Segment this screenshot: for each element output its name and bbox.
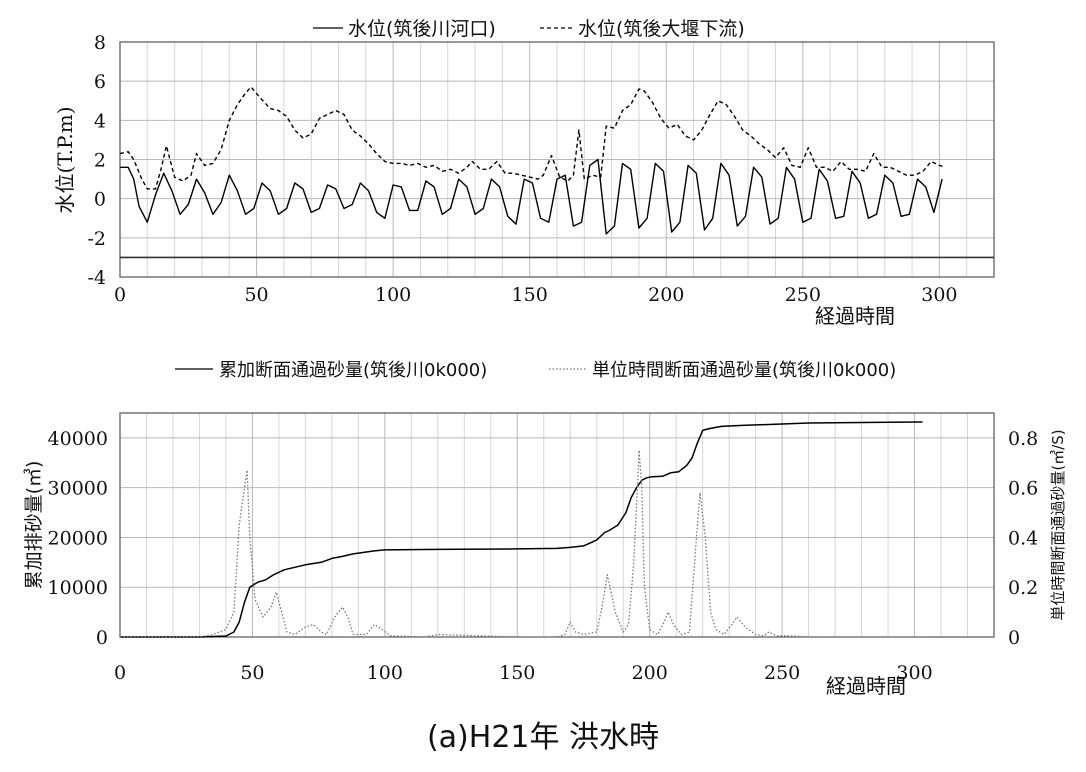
bottom-y2-tick-labels: 0 0.2 0.4 0.6 0.8	[1008, 428, 1038, 649]
top-y-tick-label: 0	[94, 189, 106, 211]
bottom-y-tick-labels: 0 10000 20000 30000 40000	[48, 428, 108, 649]
bottom-x-tick-label: 50	[240, 662, 264, 684]
bottom-x-tick-label: 150	[499, 662, 535, 684]
bottom-x-tick-label: 0	[114, 662, 126, 684]
bottom-plot-frame	[119, 412, 995, 638]
bottom-y2-tick-label: 0.8	[1008, 428, 1038, 450]
bottom-y-tick-label: 30000	[48, 478, 108, 500]
top-y-tick-label: 2	[94, 150, 106, 172]
top-plot-frame	[119, 41, 995, 278]
top-x-tick-label: 0	[114, 284, 126, 306]
bottom-x-tick-label: 100	[367, 662, 403, 684]
top-y-tick-label: 4	[94, 110, 106, 132]
bottom-series-line-0	[120, 421, 923, 638]
top-x-tick-label: 150	[512, 284, 548, 306]
bottom-legend: 累加断面通過砂量(筑後川0k000) 単位時間断面通過砂量(筑後川0k000)	[175, 360, 896, 381]
bottom-x-axis-label: 経過時間	[826, 674, 906, 698]
bottom-x-tick-labels: 0 50 100 150 200 250 300	[114, 662, 933, 684]
top-x-tick-label: 100	[375, 284, 411, 306]
top-series-group	[119, 86, 946, 235]
bottom-chart: 累加断面通過砂量(筑後川0k000) 単位時間断面通過砂量(筑後川0k000) …	[23, 360, 1067, 698]
top-x-tick-label: 50	[244, 284, 268, 306]
bottom-x-tick-label: 250	[764, 662, 800, 684]
bottom-y2-tick-label: 0.4	[1008, 527, 1038, 549]
top-legend: 水位(筑後川河口) 水位(筑後大堰下流)	[313, 18, 745, 40]
bottom-y-tick-label: 0	[96, 627, 108, 649]
top-series-line-1	[119, 86, 946, 190]
bottom-legend-label-dotted: 単位時間断面通過砂量(筑後川0k000)	[592, 360, 896, 381]
bottom-grid	[120, 413, 994, 637]
bottom-y-tick-label: 40000	[48, 428, 108, 450]
top-y-tick-label: 6	[94, 71, 106, 93]
bottom-legend-label-solid: 累加断面通過砂量(筑後川0k000)	[219, 360, 487, 381]
bottom-series-group	[120, 421, 923, 638]
bottom-y2-tick-label: 0.2	[1008, 577, 1038, 599]
top-y-tick-label: -4	[87, 267, 106, 289]
top-y-tick-label: 8	[94, 32, 106, 54]
top-y-axis-label: 水位(T.P.m)	[53, 106, 77, 213]
bottom-y-axis-label: 累加排砂量(㎥)	[23, 461, 45, 590]
bottom-x-tick-label: 300	[896, 662, 932, 684]
bottom-x-tick-label: 200	[632, 662, 668, 684]
bottom-series-line-1	[120, 449, 923, 638]
bottom-y2-tick-label: 0	[1008, 627, 1020, 649]
bottom-y2-tick-label: 0.6	[1008, 478, 1038, 500]
top-x-tick-label: 200	[648, 284, 684, 306]
top-series-line-0	[120, 158, 943, 235]
top-grid	[120, 42, 994, 277]
bottom-y-tick-label: 20000	[48, 527, 108, 549]
top-x-tick-labels: 0 50 100 150 200 250 300	[114, 284, 958, 306]
top-legend-label-dashed: 水位(筑後大堰下流)	[578, 18, 745, 40]
top-x-tick-label: 300	[921, 284, 957, 306]
bottom-y-tick-label: 10000	[48, 577, 108, 599]
figure-caption: (a)H21年 洪水時	[426, 720, 660, 755]
top-chart: 水位(筑後川河口) 水位(筑後大堰下流) -4 -2 0 2 4 6 8 0 50 100 150…	[53, 18, 995, 328]
top-y-tick-labels: -4 -2 0 2 4 6 8	[87, 32, 106, 289]
top-x-tick-label: 250	[785, 284, 821, 306]
bottom-y2-axis-label: 単位時間断面通過砂量(㎥/S)	[1049, 429, 1067, 620]
top-y-tick-label: -2	[87, 228, 106, 250]
top-legend-label-solid: 水位(筑後川河口)	[348, 18, 496, 40]
top-x-axis-label: 経過時間	[815, 304, 895, 328]
